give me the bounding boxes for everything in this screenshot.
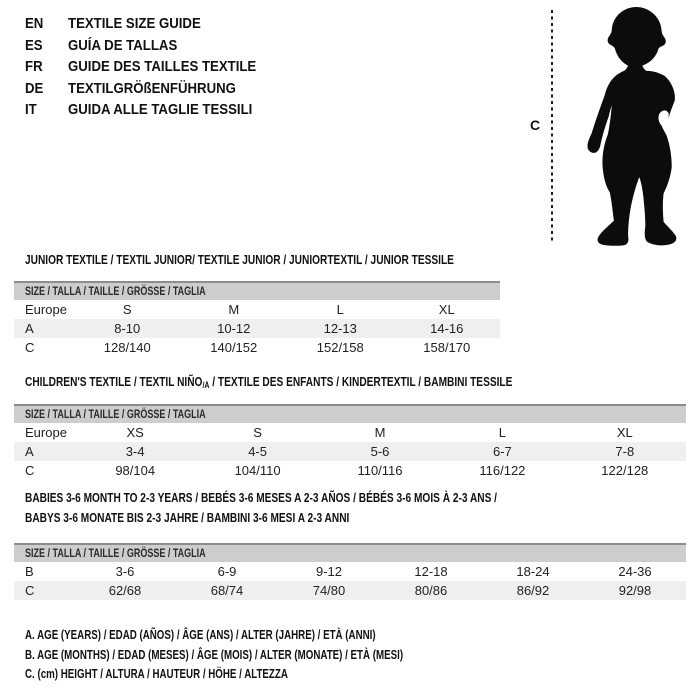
table-cell: 12-18 <box>414 564 448 579</box>
babies-size-table: SIZE / TALLA / TAILLE / GRÖSSE / TAGLIA … <box>14 543 686 600</box>
table-row: C 128/140 140/152 152/158 158/170 <box>14 338 500 357</box>
table-cell: 116/122 <box>479 463 526 478</box>
table-cell: 74/80 <box>312 583 346 598</box>
table-cell: 5-6 <box>370 444 390 459</box>
language-title-list: EN TEXTILE SIZE GUIDE ES GUÍA DE TALLAS … <box>25 13 282 121</box>
table-cell: 24-36 <box>618 564 652 579</box>
size-band: SIZE / TALLA / TAILLE / GRÖSSE / TAGLIA <box>14 281 500 300</box>
lang-row-de: DE TEXTILGRÖßENFÜHRUNG <box>25 78 282 100</box>
table-cell: XL <box>616 425 633 440</box>
table-row: C 62/68 68/74 74/80 80/86 86/92 92/98 <box>14 581 686 600</box>
table-cell: 10-12 <box>217 321 251 336</box>
note-b: B. AGE (MONTHS) / EDAD (MESES) / ÂGE (MO… <box>25 647 404 662</box>
table-cell: S <box>122 302 132 317</box>
lang-code: DE <box>25 79 44 97</box>
lang-label: GUIDE DES TAILLES TEXTILE <box>68 58 257 75</box>
row-label: B <box>25 564 34 579</box>
table-cell: 110/116 <box>357 463 403 478</box>
table-cell: S <box>253 425 262 440</box>
table-cell: 14-16 <box>430 321 464 336</box>
size-band: SIZE / TALLA / TAILLE / GRÖSSE / TAGLIA <box>14 404 686 423</box>
lang-label: GUÍA DE TALLAS <box>68 36 178 54</box>
height-marker-label: C <box>530 117 541 133</box>
table-cell: 80/86 <box>414 583 448 598</box>
table-cell: 104/110 <box>234 463 281 478</box>
row-label: Europe <box>25 302 67 317</box>
table-cell: 3-6 <box>115 564 135 579</box>
table-row: A 8-10 10-12 12-13 14-16 <box>14 319 500 338</box>
table-cell: 158/170 <box>423 340 471 355</box>
height-dotted-line <box>551 10 553 244</box>
table-cell: XL <box>438 302 455 317</box>
table-cell: 92/98 <box>618 583 652 598</box>
table-cell: 3-4 <box>125 444 145 459</box>
lang-code: IT <box>25 101 37 118</box>
row-label: A <box>25 321 34 336</box>
table-cell: 12-13 <box>323 321 357 336</box>
table-cell: 6-7 <box>492 444 512 459</box>
table-cell: XS <box>126 425 144 440</box>
table-cell: 152/158 <box>316 340 364 355</box>
table-cell: 9-12 <box>315 564 343 579</box>
note-a: A. AGE (YEARS) / EDAD (AÑOS) / ÂGE (ANS)… <box>25 628 376 642</box>
row-label: C <box>25 583 35 598</box>
toddler-silhouette <box>587 7 677 246</box>
table-cell: 6-9 <box>217 564 237 579</box>
table-cell: 122/128 <box>601 463 649 478</box>
table-cell: 128/140 <box>103 340 151 355</box>
table-row: Europe S M L XL <box>14 300 500 319</box>
table-cell: 4-5 <box>248 444 267 459</box>
table-cell: 62/68 <box>108 583 142 598</box>
row-label: C <box>25 340 35 355</box>
lang-code: ES <box>25 36 43 54</box>
children-section-title: CHILDREN'S TEXTILE / TEXTIL NIÑO/A / TEX… <box>25 374 513 390</box>
lang-row-es: ES GUÍA DE TALLAS <box>25 35 282 57</box>
junior-size-table: SIZE / TALLA / TAILLE / GRÖSSE / TAGLIA … <box>14 281 500 357</box>
note-c: C. (cm) HEIGHT / ALTURA / HAUTEUR / HÖHE… <box>25 667 288 681</box>
table-cell: L <box>336 302 344 317</box>
table-cell: 98/104 <box>115 463 156 478</box>
table-cell: L <box>498 425 506 440</box>
lang-label: TEXTILE SIZE GUIDE <box>68 15 201 32</box>
table-row: A 3-4 4-5 5-6 6-7 7-8 <box>14 442 686 461</box>
children-size-table: SIZE / TALLA / TAILLE / GRÖSSE / TAGLIA … <box>14 404 686 480</box>
row-label: A <box>25 444 34 459</box>
row-label: C <box>25 463 35 478</box>
table-cell: M <box>374 425 386 440</box>
table-cell: 8-10 <box>114 321 141 336</box>
lang-code: EN <box>25 15 44 32</box>
lang-row-it: IT GUIDA ALLE TAGLIE TESSILI <box>25 99 282 121</box>
table-cell: 68/74 <box>210 583 244 598</box>
table-row: C 98/104 104/110 110/116 116/122 122/128 <box>14 461 686 480</box>
nino-a-subscript: /A <box>202 380 210 390</box>
lang-row-en: EN TEXTILE SIZE GUIDE <box>25 13 282 35</box>
lang-row-fr: FR GUIDE DES TAILLES TEXTILE <box>25 56 282 78</box>
table-row: B 3-6 6-9 9-12 12-18 18-24 24-36 <box>14 562 686 581</box>
lang-label: TEXTILGRÖßENFÜHRUNG <box>68 79 236 97</box>
row-label: Europe <box>25 425 67 440</box>
table-row: Europe XS S M L XL <box>14 423 686 442</box>
table-cell: 86/92 <box>516 583 550 598</box>
lang-code: FR <box>25 58 43 75</box>
table-cell: 18-24 <box>516 564 550 579</box>
legend-notes: A. AGE (YEARS) / EDAD (AÑOS) / ÂGE (ANS)… <box>25 626 510 685</box>
table-cell: 140/152 <box>210 340 258 355</box>
table-cell: 7-8 <box>615 444 635 459</box>
lang-label: GUIDA ALLE TAGLIE TESSILI <box>68 101 253 118</box>
size-band: SIZE / TALLA / TAILLE / GRÖSSE / TAGLIA <box>14 543 686 562</box>
junior-section-title: JUNIOR TEXTILE / TEXTIL JUNIOR/ TEXTILE … <box>25 252 454 267</box>
table-cell: M <box>228 302 240 317</box>
babies-section-title: BABIES 3-6 MONTH TO 2-3 YEARS / BEBÉS 3-… <box>25 490 497 525</box>
